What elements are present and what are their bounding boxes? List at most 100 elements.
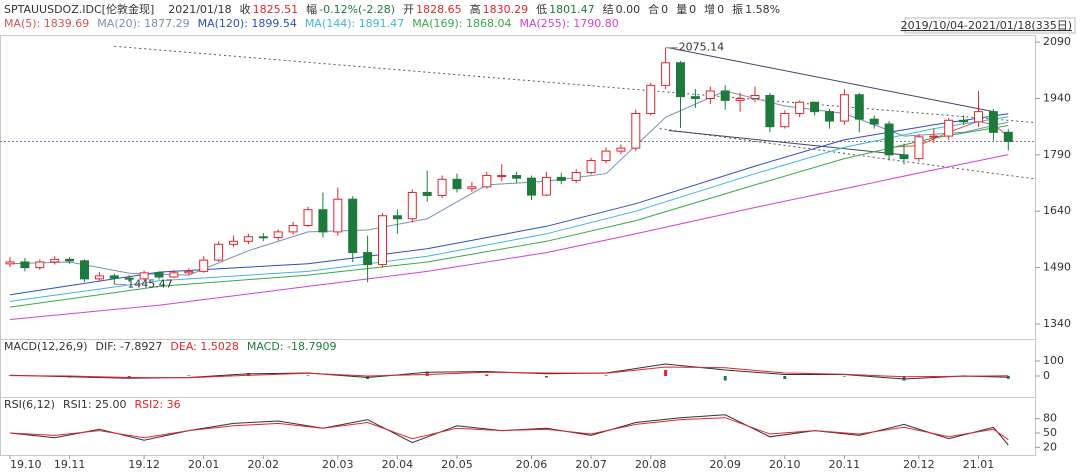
y-tick-label: 1640 [1043, 204, 1071, 217]
x-tick-label: 20.06 [516, 458, 548, 471]
ma-line [9, 154, 1009, 320]
candle-body [750, 94, 760, 100]
candle-body [690, 96, 700, 100]
candle-body [80, 260, 89, 280]
macd-line [9, 366, 1009, 379]
candle-body [810, 101, 820, 113]
candle-body [586, 160, 596, 174]
candle-body [839, 94, 849, 122]
field-label: 开 [403, 3, 414, 16]
candle-body [169, 272, 179, 278]
field-value: 1825.51 [253, 3, 299, 16]
rsi-panel-frame [0, 397, 1036, 456]
field-value: 1830.29 [483, 3, 529, 16]
x-tick-label: 19.12 [128, 458, 160, 471]
candle-body [407, 191, 417, 220]
candle-body [109, 275, 119, 279]
date-range[interactable]: 2019/10/04-2021/01/18(335日) [901, 19, 1072, 32]
field-value: 0 [717, 3, 724, 16]
header-line: SPTAUUSDOZ.IDC[伦敦金现] 2021/01/18 收 1825.51 幅 -… [4, 2, 780, 16]
rsi-line [9, 417, 1009, 441]
candle-body [705, 90, 715, 100]
field-label: 结 [603, 3, 614, 16]
field-value: 1828.65 [416, 3, 462, 16]
candle-body [944, 119, 954, 137]
candle-body [869, 118, 879, 125]
candle-body [795, 101, 805, 115]
legend-entry: MA(20): 1877.29 [97, 17, 189, 30]
range-box[interactable] [904, 17, 1076, 34]
legend-entry: RSI1: 25.00 [63, 398, 127, 411]
candle-body [452, 178, 462, 190]
y-tick-label: 50 [1043, 426, 1057, 439]
candle-body [676, 62, 685, 98]
candle-body [94, 275, 104, 280]
candle-body [854, 94, 864, 120]
candle-body [303, 209, 313, 227]
candle-body [631, 113, 641, 149]
panel-title: RSI(6,12) [4, 398, 55, 411]
y-tick-label: 80 [1043, 412, 1057, 425]
candle-body [929, 135, 939, 138]
candle-body [243, 236, 253, 242]
panel-title: MACD(12,26,9) [4, 340, 88, 353]
candle-body [273, 231, 283, 239]
trend-line [659, 128, 1036, 180]
candle-body [139, 272, 149, 280]
candle-body [288, 225, 298, 233]
candle-body [988, 111, 998, 133]
candle-body [392, 215, 402, 220]
candle-body [825, 111, 834, 122]
ma-legend: MA(5): 1839.69 MA(20): 1877.29 MA(120): 18… [4, 17, 619, 30]
y-tick-label: 1490 [1043, 261, 1071, 274]
candle-body [50, 258, 60, 263]
legend-entry: MA(5): 1839.69 [4, 17, 89, 30]
candle-body [35, 261, 45, 269]
field-value: 1.58% [745, 3, 780, 16]
candle-body [974, 111, 983, 123]
legend-entry: MA(144): 1891.47 [305, 17, 404, 30]
field-label: 振 [732, 2, 743, 16]
legend-entry: DEA: 1.5028 [170, 340, 238, 353]
candle-body [124, 277, 134, 280]
y-tick-label: 2090 [1043, 35, 1071, 48]
candle-body [541, 176, 551, 196]
x-tick-label: 20.05 [441, 458, 473, 471]
field-label: 幅 [306, 3, 317, 16]
candle-body [735, 98, 745, 101]
candle-body [1003, 131, 1013, 143]
candle-body [437, 178, 447, 196]
x-tick-label: 20.10 [769, 458, 801, 471]
legend-entry: MA(255): 1790.80 [519, 17, 618, 30]
candle-body [527, 177, 536, 196]
candle-body [5, 261, 15, 265]
candle-body [497, 175, 507, 178]
candle-body [184, 270, 194, 274]
annotation: 2075.14 [679, 41, 725, 54]
field-value: 0 [661, 3, 668, 16]
field-label: 收 [240, 2, 251, 16]
candle-body [884, 123, 894, 156]
candle-body [661, 62, 671, 86]
candle-body [556, 176, 566, 181]
x-tick-label: 19.10 [10, 458, 42, 471]
y-tick-label: 1790 [1043, 148, 1071, 161]
y-tick-label: 100 [1043, 354, 1064, 367]
field-value: 0 [689, 3, 696, 16]
x-tick-label: 20.03 [322, 458, 354, 471]
candle-body [571, 172, 581, 181]
field-value: -0.12%(-2.28) [319, 3, 395, 16]
candle-body [512, 175, 522, 179]
candle-body [229, 240, 238, 245]
candle-body [214, 243, 224, 261]
symbol: SPTAUUSDOZ.IDC[伦敦金现] [4, 2, 154, 16]
date: 2021/01/18 [168, 3, 231, 16]
x-tick-label: 20.04 [382, 458, 414, 471]
x-tick-label: 19.11 [54, 458, 86, 471]
candle-body [422, 191, 432, 196]
candle-body [959, 119, 969, 123]
legend-entry: MA(169): 1868.04 [412, 17, 511, 30]
candle-body [348, 198, 358, 254]
x-tick-label: 20.08 [635, 458, 667, 471]
legend-entry: DIF: -7.8927 [96, 340, 163, 353]
